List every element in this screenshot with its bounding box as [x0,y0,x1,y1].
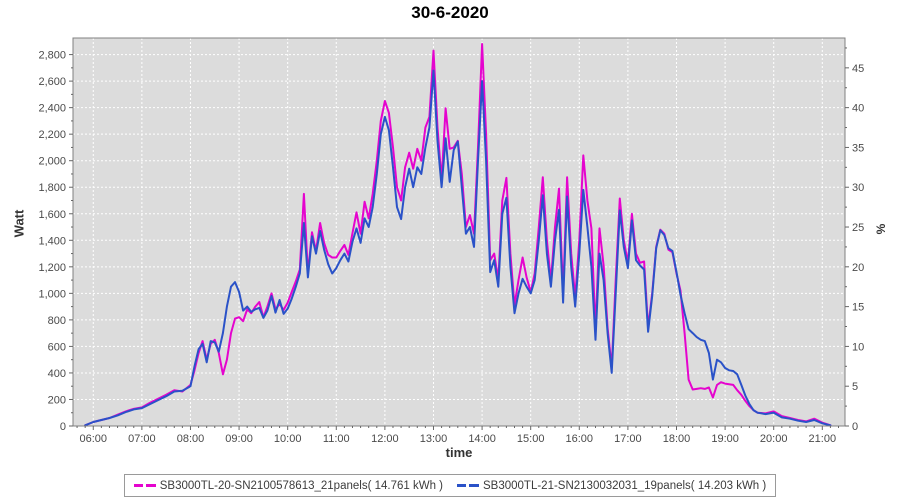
x-tick-label: 16:00 [566,433,594,445]
legend: SB3000TL-20-SN2100578613_21panels( 14.76… [0,474,900,497]
x-tick-label: 12:00 [371,433,399,445]
x-tick-label: 10:00 [274,433,302,445]
y-left-tick-label: 2,600 [38,76,66,88]
y-left-tick-label: 600 [48,341,66,353]
x-tick-label: 07:00 [128,433,156,445]
y-left-tick-label: 1,200 [38,262,66,274]
x-axis-title: time [445,445,473,460]
legend-item-series-2: SB3000TL-21-SN2130032031_19panels( 14.20… [457,480,766,492]
series-1-label: SB3000TL-20-SN2100578613_21panels( 14.76… [159,479,443,492]
y-left-tick-label: 2,400 [38,103,66,115]
y-right-tick-label: 25 [852,222,864,234]
y-left-tick-label: 400 [48,368,66,380]
series-line-2 [84,69,832,426]
chart-title: 30-6-2020 [411,3,489,22]
y-axis-left-title: Watt [11,209,27,238]
series-2-label: SB3000TL-21-SN2130032031_19panels( 14.20… [483,479,767,492]
y-right-tick-label: 15 [852,302,864,314]
y-left-tick-label: 2,200 [38,129,66,141]
legend-box: SB3000TL-20-SN2100578613_21panels( 14.76… [123,474,777,497]
x-tick-label: 09:00 [225,433,253,445]
x-tick-label: 19:00 [711,433,739,445]
y-right-tick-label: 5 [852,381,858,393]
series-2-line-swatch [457,484,479,487]
y-left-tick-label: 1,600 [38,209,66,221]
x-tick-label: 15:00 [517,433,545,445]
y-right-tick-label: 30 [852,182,864,194]
y-left-tick-label: 1,000 [38,288,66,300]
y-right-tick-label: 0 [852,421,858,433]
x-tick-label: 20:00 [760,433,788,445]
legend-item-series-1: SB3000TL-20-SN2100578613_21panels( 14.76… [133,479,443,492]
series-1-line-swatch [133,484,156,487]
x-tick-label: 11:00 [323,433,350,445]
x-tick-label: 17:00 [614,433,642,445]
y-right-tick-label: 45 [852,63,864,75]
plot-area [73,38,845,426]
y-right-tick-label: 20 [852,262,864,274]
series-line-1 [84,43,832,426]
x-tick-label: 08:00 [177,433,205,445]
y-left-tick-label: 800 [48,315,66,327]
x-tick-label: 21:00 [809,433,837,445]
x-tick-label: 13:00 [420,433,448,445]
y-left-tick-label: 0 [60,421,66,433]
y-right-tick-label: 10 [852,341,864,353]
y-left-tick-label: 1,800 [38,182,66,194]
y-axis-right-title: % [874,223,888,235]
x-tick-label: 18:00 [663,433,691,445]
y-left-tick-label: 1,400 [38,235,66,247]
plot-border [72,37,846,427]
y-left-tick-label: 200 [48,394,66,406]
x-tick-label: 14:00 [468,433,496,445]
y-left-tick-label: 2,800 [38,50,66,62]
plot-svg: 06:00 07:00 08:00 09:00 10:00 11:00 12:00 13:00… [38,37,864,445]
x-tick-label: 06:00 [80,433,108,445]
y-right-tick-label: 35 [852,142,864,154]
y-right-tick-label: 40 [852,103,864,115]
y-left-tick-label: 2,000 [38,156,66,168]
